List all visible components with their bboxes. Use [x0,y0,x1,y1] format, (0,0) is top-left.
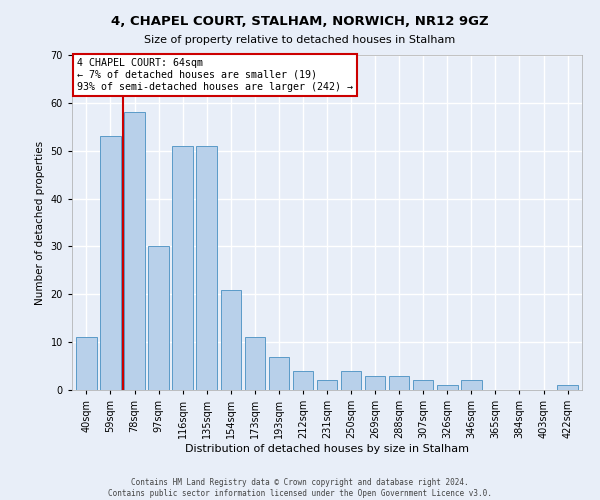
Bar [317,380,337,390]
Bar [172,146,193,390]
Bar [461,380,482,390]
Bar [341,371,361,390]
Bar [413,380,433,390]
Text: 4, CHAPEL COURT, STALHAM, NORWICH, NR12 9GZ: 4, CHAPEL COURT, STALHAM, NORWICH, NR12 … [111,15,489,28]
Bar [221,290,241,390]
Bar [245,338,265,390]
Bar [293,371,313,390]
Bar [365,376,385,390]
Bar [100,136,121,390]
Bar [196,146,217,390]
Bar [557,385,578,390]
Text: Size of property relative to detached houses in Stalham: Size of property relative to detached ho… [145,35,455,45]
Y-axis label: Number of detached properties: Number of detached properties [35,140,45,304]
Text: 4 CHAPEL COURT: 64sqm
← 7% of detached houses are smaller (19)
93% of semi-detac: 4 CHAPEL COURT: 64sqm ← 7% of detached h… [77,58,353,92]
X-axis label: Distribution of detached houses by size in Stalham: Distribution of detached houses by size … [185,444,469,454]
Bar [148,246,169,390]
Bar [76,338,97,390]
Bar [124,112,145,390]
Bar [389,376,409,390]
Bar [269,356,289,390]
Bar [437,385,458,390]
Text: Contains HM Land Registry data © Crown copyright and database right 2024.
Contai: Contains HM Land Registry data © Crown c… [108,478,492,498]
